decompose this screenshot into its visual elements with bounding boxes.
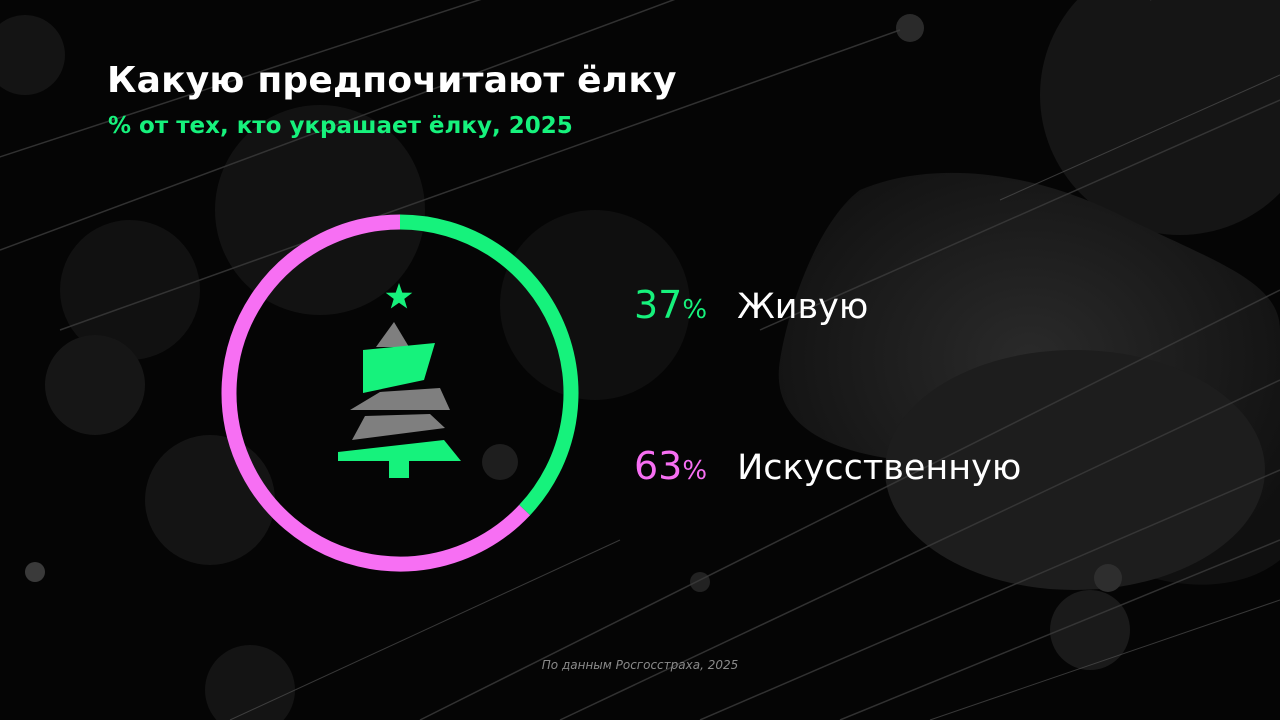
- legend-label-artificial: Искусственную: [737, 448, 1022, 488]
- donut-ring: [221, 214, 579, 572]
- chart-title: Какую предпочитают ёлку: [107, 60, 677, 101]
- legend-label-live: Живую: [737, 287, 869, 327]
- chart-subtitle: % от тех, кто украшает ёлку, 2025: [108, 113, 573, 139]
- legend-value-artificial: 63: [634, 444, 683, 488]
- tree-tier-1: [376, 322, 409, 347]
- tree-tier-2: [363, 343, 435, 393]
- legend-item-live: 37 % Живую: [634, 283, 868, 343]
- legend-value-live: 37: [634, 283, 683, 327]
- donut-slice-artificial: [221, 214, 531, 572]
- tree-trunk: [389, 461, 409, 478]
- donut-slice-live: [399, 214, 579, 516]
- tree-tier-3: [350, 388, 450, 410]
- tree-tier-4: [352, 414, 445, 440]
- star-icon: [385, 283, 413, 309]
- legend-unit-artificial: %: [682, 456, 708, 486]
- christmas-tree-icon: [338, 283, 461, 478]
- tree-tier-5: [338, 440, 461, 461]
- legend-item-artificial: 63 % Искусственную: [634, 444, 1021, 504]
- source-note: По данным Росгосстраха, 2025: [541, 658, 739, 672]
- legend-unit-live: %: [682, 295, 708, 325]
